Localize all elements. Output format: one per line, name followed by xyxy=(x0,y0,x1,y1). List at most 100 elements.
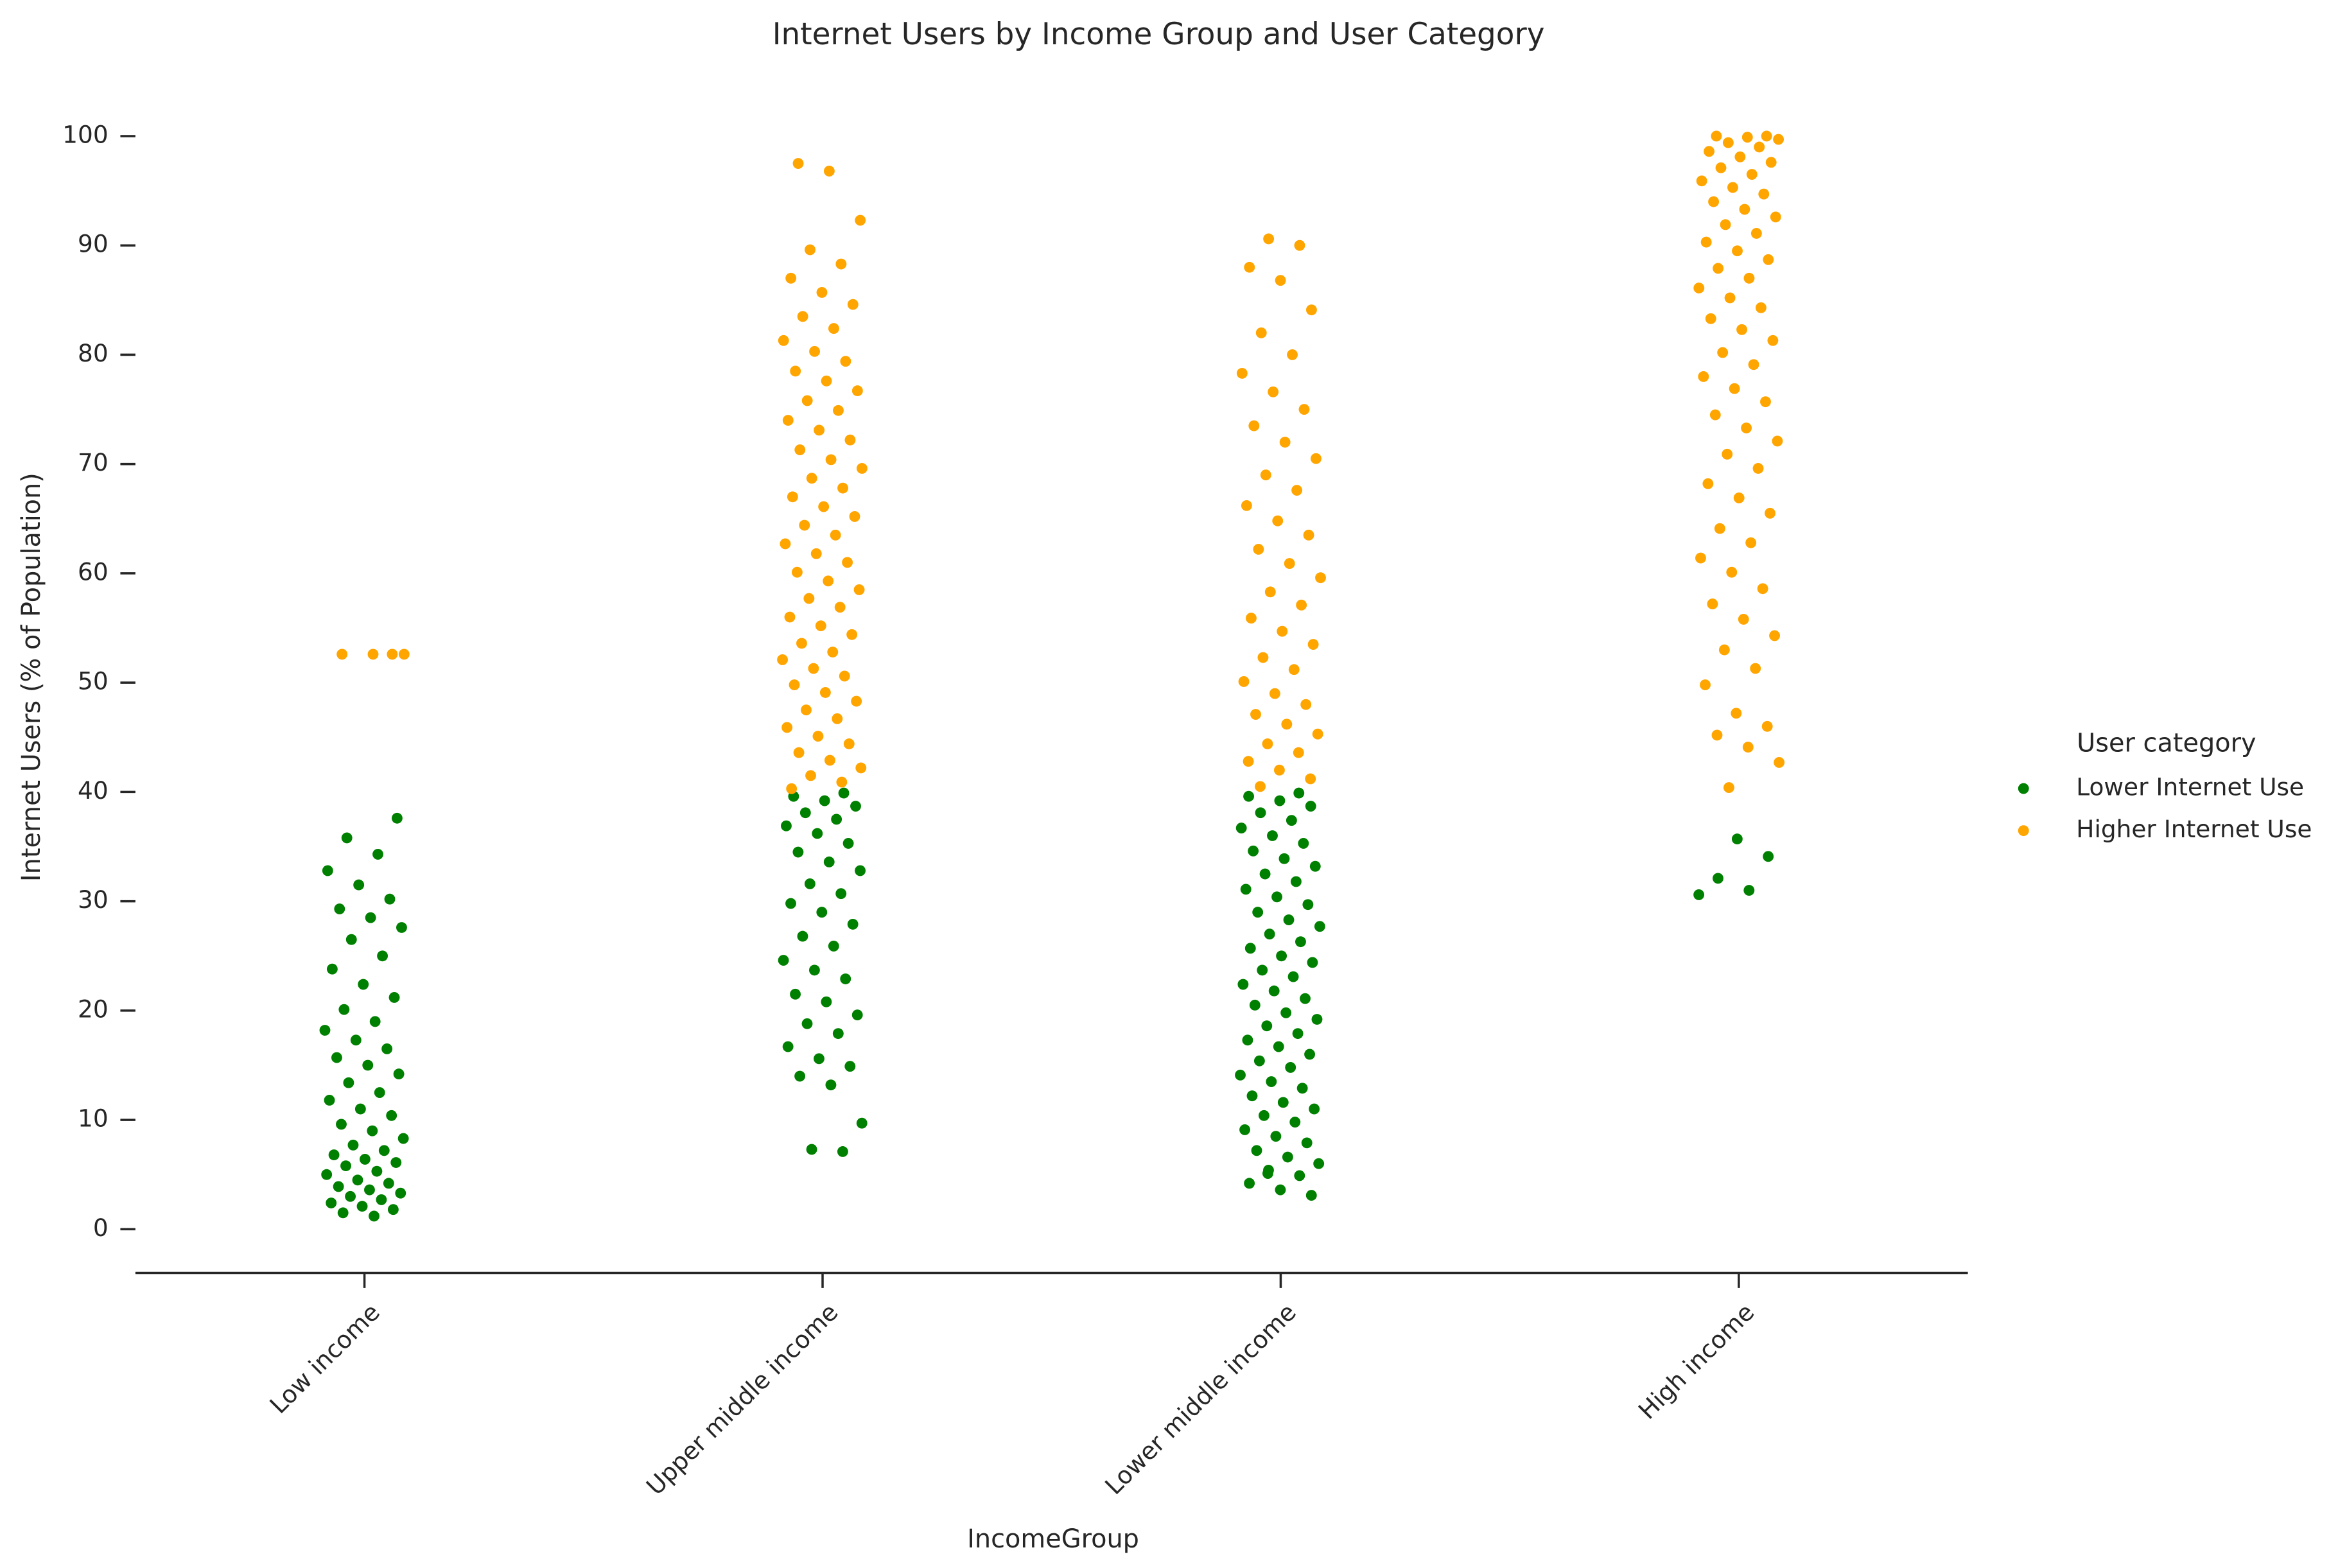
point xyxy=(347,1139,359,1151)
point xyxy=(1715,162,1727,173)
point xyxy=(1696,175,1707,187)
point xyxy=(1718,644,1730,656)
point xyxy=(1723,782,1734,794)
point xyxy=(842,557,853,568)
point xyxy=(328,1149,340,1161)
point xyxy=(1273,1041,1284,1052)
point xyxy=(358,979,369,990)
point xyxy=(856,463,868,474)
point xyxy=(384,893,396,905)
point xyxy=(383,1178,394,1189)
point xyxy=(1312,728,1323,740)
point xyxy=(836,776,848,788)
y-tick-label: 0 xyxy=(93,1214,109,1242)
point xyxy=(352,1174,363,1186)
y-tick-label: 80 xyxy=(78,339,109,367)
point xyxy=(837,1146,848,1157)
point xyxy=(787,491,798,503)
point xyxy=(792,158,804,169)
point xyxy=(1729,383,1740,394)
point xyxy=(1269,688,1280,699)
point xyxy=(1773,134,1784,145)
point xyxy=(1255,781,1266,792)
point xyxy=(362,1059,374,1071)
point xyxy=(851,1009,863,1021)
point xyxy=(805,770,816,781)
x-tick-label: Lower middle income xyxy=(1099,1298,1302,1500)
point xyxy=(821,375,832,387)
point xyxy=(1722,137,1734,148)
point xyxy=(371,1165,383,1177)
point xyxy=(790,988,801,1000)
point xyxy=(1272,515,1284,527)
point xyxy=(833,405,844,416)
point xyxy=(1283,914,1295,926)
point xyxy=(372,849,383,860)
point xyxy=(1307,639,1319,650)
point xyxy=(1305,773,1316,785)
point xyxy=(1695,552,1706,564)
point xyxy=(345,1190,356,1202)
point xyxy=(1255,807,1266,819)
point xyxy=(1236,367,1248,379)
point xyxy=(1741,422,1752,433)
point xyxy=(1315,572,1326,584)
y-tick-label: 100 xyxy=(62,120,109,148)
point xyxy=(1739,204,1750,215)
y-tick-label: 50 xyxy=(78,667,109,695)
point xyxy=(1284,558,1295,570)
point xyxy=(1705,313,1716,324)
point xyxy=(830,529,841,541)
point xyxy=(1309,860,1321,872)
point xyxy=(350,1034,362,1046)
point xyxy=(1252,907,1264,918)
point xyxy=(808,663,819,674)
point xyxy=(1296,599,1307,611)
point xyxy=(1244,261,1255,273)
point xyxy=(1249,999,1261,1011)
point xyxy=(797,311,808,322)
point xyxy=(1731,833,1743,845)
point xyxy=(855,214,866,226)
point xyxy=(785,898,796,909)
y-tick-label: 10 xyxy=(78,1104,109,1133)
point xyxy=(1282,1151,1293,1163)
point xyxy=(1237,979,1249,990)
point xyxy=(1738,613,1749,625)
point xyxy=(828,323,839,335)
point xyxy=(1261,1020,1273,1032)
point xyxy=(1235,1069,1246,1081)
point xyxy=(1693,283,1705,294)
point xyxy=(1742,742,1754,753)
point xyxy=(797,930,808,942)
legend-title: User category xyxy=(2077,729,2256,758)
point xyxy=(809,345,821,357)
point xyxy=(1750,663,1761,674)
point xyxy=(1277,1097,1289,1108)
point xyxy=(337,1207,349,1219)
point xyxy=(850,801,861,812)
point xyxy=(1313,1158,1325,1169)
y-tick-label: 70 xyxy=(78,448,109,476)
point xyxy=(844,1061,856,1072)
point xyxy=(356,1201,368,1212)
point xyxy=(364,1184,375,1196)
y-tick-label: 40 xyxy=(78,776,109,805)
point xyxy=(1259,868,1271,880)
point xyxy=(801,1018,813,1029)
point xyxy=(387,649,398,660)
point xyxy=(365,912,376,923)
point xyxy=(397,1133,409,1144)
point xyxy=(781,722,793,733)
point xyxy=(827,647,839,658)
point xyxy=(1287,349,1298,360)
y-tick-label: 20 xyxy=(78,995,109,1023)
point xyxy=(1253,1055,1265,1067)
point xyxy=(842,837,854,849)
point xyxy=(1709,409,1721,421)
point xyxy=(1733,492,1745,503)
point xyxy=(801,704,812,716)
point xyxy=(388,992,400,1003)
point xyxy=(359,1153,371,1165)
point xyxy=(1761,130,1772,142)
